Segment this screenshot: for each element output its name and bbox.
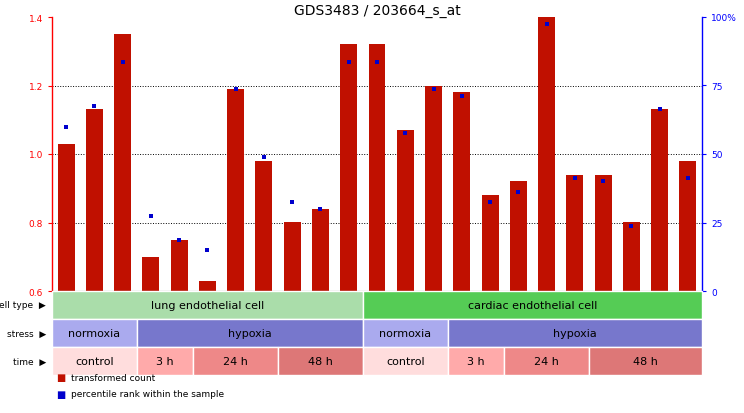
Bar — [170, 240, 187, 291]
Bar — [283, 223, 301, 291]
Text: hypoxia: hypoxia — [553, 328, 597, 338]
Bar — [57, 145, 74, 291]
Text: 3 h: 3 h — [467, 356, 485, 366]
Bar — [368, 45, 385, 291]
Text: hypoxia: hypoxia — [228, 328, 272, 338]
Text: lung endothelial cell: lung endothelial cell — [151, 300, 264, 310]
Bar — [227, 90, 244, 291]
Text: transformed count: transformed count — [71, 373, 155, 382]
Text: ■: ■ — [56, 389, 65, 399]
Text: control: control — [386, 356, 425, 366]
Text: GDS3483 / 203664_s_at: GDS3483 / 203664_s_at — [294, 4, 461, 18]
Text: control: control — [75, 356, 114, 366]
Bar — [566, 175, 583, 291]
Text: 48 h: 48 h — [633, 356, 658, 366]
Bar — [199, 281, 216, 291]
Bar — [651, 110, 668, 291]
Bar — [86, 110, 103, 291]
Text: ■: ■ — [56, 372, 65, 382]
Bar — [481, 196, 498, 291]
Text: cardiac endothelial cell: cardiac endothelial cell — [468, 300, 597, 310]
Bar — [425, 86, 442, 291]
Text: cell type  ▶: cell type ▶ — [0, 301, 46, 310]
Bar — [142, 257, 159, 291]
Text: 24 h: 24 h — [534, 356, 559, 366]
Text: percentile rank within the sample: percentile rank within the sample — [71, 389, 224, 398]
Text: time  ▶: time ▶ — [13, 357, 46, 366]
Text: stress  ▶: stress ▶ — [7, 329, 46, 338]
Bar — [623, 223, 640, 291]
Bar — [114, 35, 131, 291]
Bar — [679, 161, 696, 291]
Bar — [340, 45, 357, 291]
Bar — [397, 131, 414, 291]
Text: normoxia: normoxia — [68, 328, 121, 338]
Bar — [453, 93, 470, 291]
Text: 24 h: 24 h — [223, 356, 248, 366]
Text: 48 h: 48 h — [308, 356, 333, 366]
Bar — [312, 209, 329, 291]
Bar — [255, 161, 272, 291]
Text: normoxia: normoxia — [379, 328, 432, 338]
Bar — [594, 175, 612, 291]
Text: 3 h: 3 h — [156, 356, 174, 366]
Bar — [538, 18, 555, 291]
Bar — [510, 182, 527, 291]
